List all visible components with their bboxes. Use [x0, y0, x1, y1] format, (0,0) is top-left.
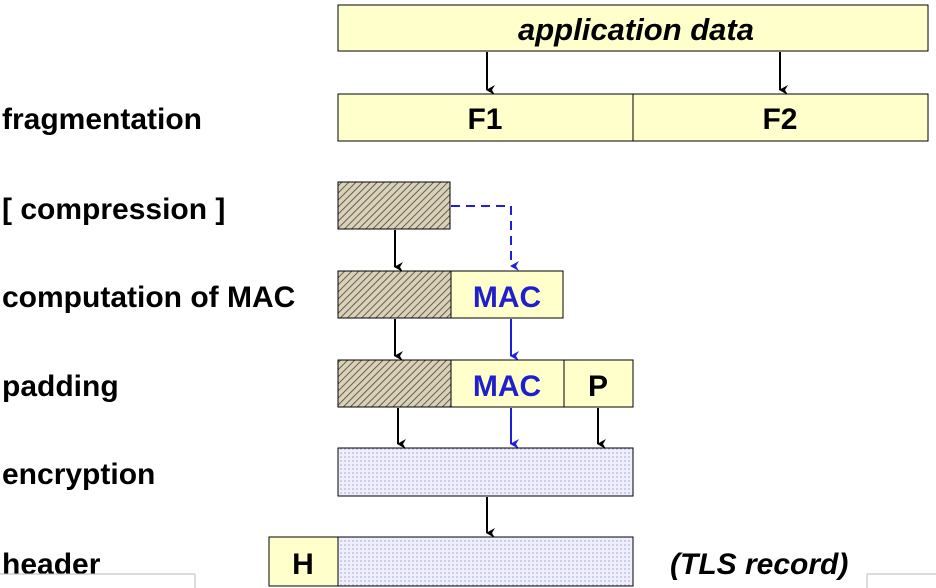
tls-record-label: (TLS record) — [670, 548, 848, 581]
padding-box — [563, 359, 634, 408]
header-box — [268, 536, 339, 587]
fragment-f2-box — [632, 93, 929, 142]
fragment-f2-label: F2 — [762, 103, 797, 136]
step-compression: [ compression ] — [2, 193, 225, 226]
mac-input-arrow — [451, 205, 519, 271]
encrypted-box — [337, 447, 634, 497]
fragment-f1-box — [337, 93, 634, 142]
mac-step-data-box — [337, 270, 452, 319]
padding-step-data-box — [337, 359, 452, 408]
compressed-data-box — [337, 181, 451, 230]
step-header: header — [2, 548, 101, 581]
step-fragmentation: fragmentation — [2, 103, 202, 136]
step-mac: computation of MAC — [2, 281, 295, 314]
record-encrypted-box — [337, 536, 634, 587]
header-label: H — [292, 548, 314, 581]
fragment-f1-label: F1 — [467, 103, 502, 136]
mac-box — [450, 270, 564, 319]
step-padding: padding — [2, 370, 119, 403]
padding-label: P — [588, 370, 608, 403]
padding-mac-label: MAC — [473, 370, 541, 403]
step-encryption: encryption — [2, 458, 155, 491]
application-data-box — [337, 4, 929, 52]
application-data-label: application data — [518, 12, 754, 47]
padding-mac-box — [450, 359, 565, 408]
mac-label: MAC — [473, 281, 541, 314]
